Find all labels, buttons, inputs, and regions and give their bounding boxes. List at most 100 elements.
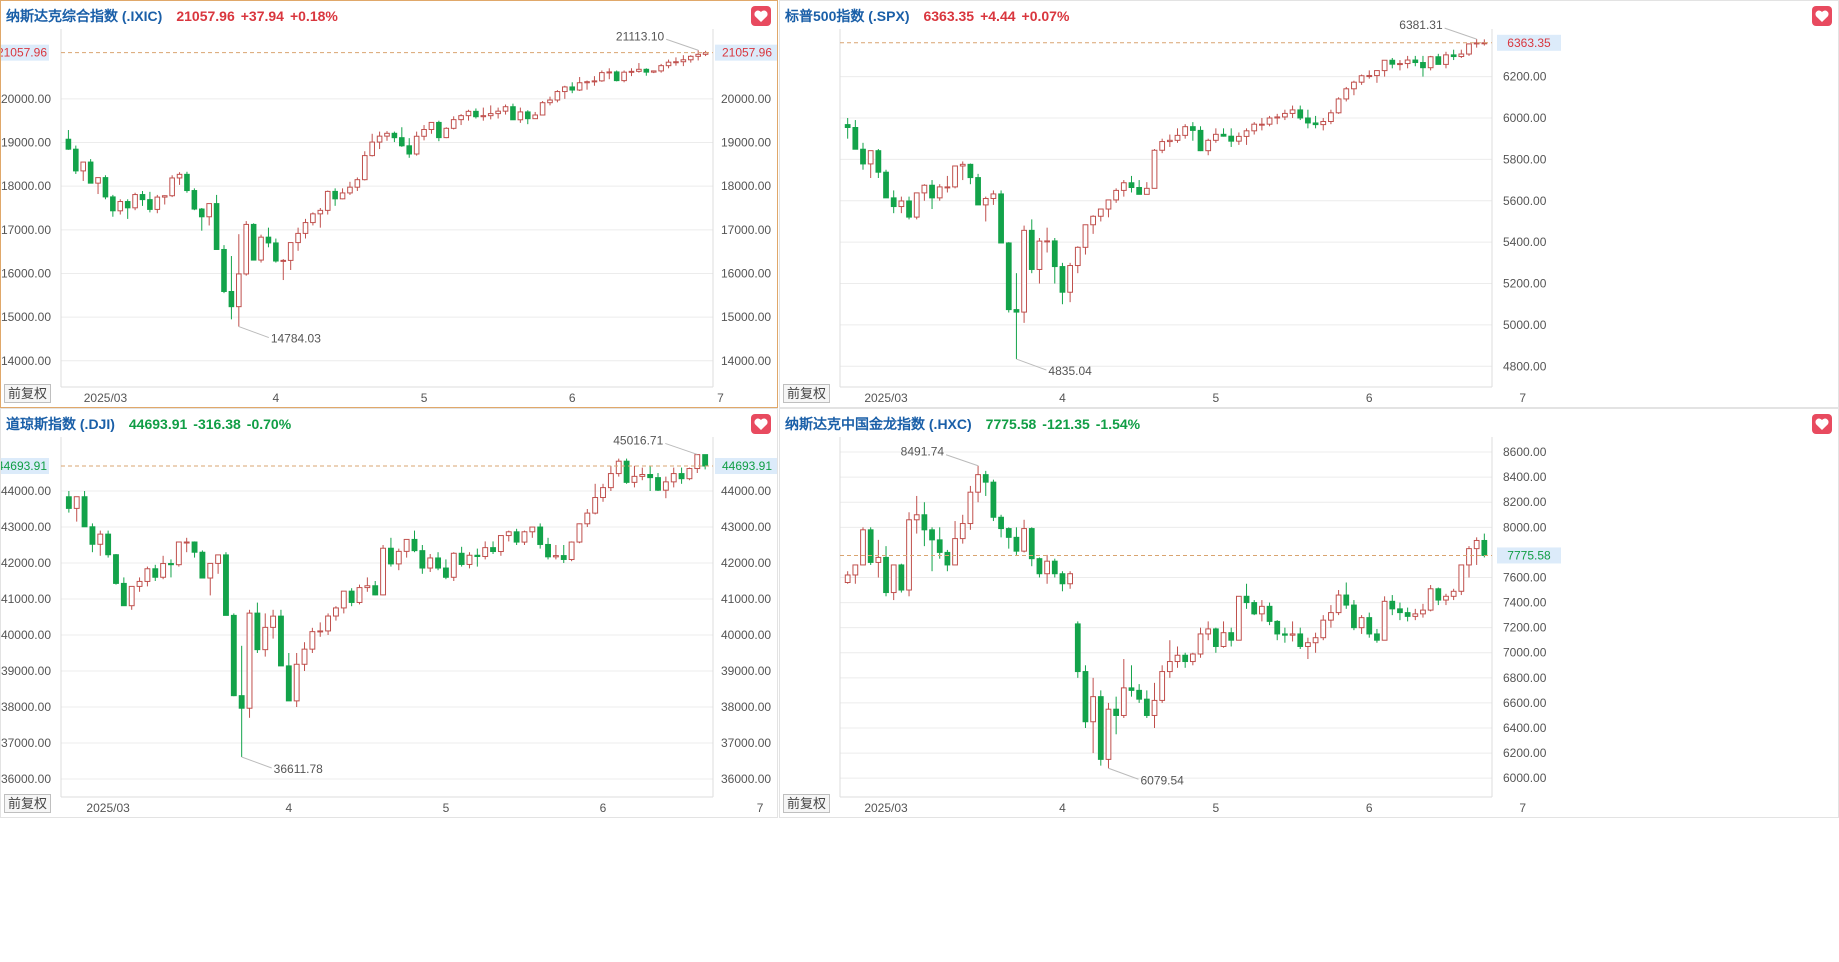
- candle: [524, 110, 531, 125]
- candle: [113, 554, 119, 585]
- candle-body: [1312, 122, 1319, 126]
- candle-body: [510, 106, 516, 121]
- candlestick-chart[interactable]: 6200.00 6000.00 5800.00 5600.00 5400.00 5200.…: [780, 1, 1838, 407]
- candle: [198, 208, 205, 231]
- spx-panel[interactable]: 标普500指数 (.SPX) 6363.35 +4.44 +0.07% 6200.00…: [779, 0, 1839, 408]
- candle: [1466, 546, 1472, 578]
- candle-body: [967, 491, 974, 525]
- candle-body: [1036, 240, 1043, 270]
- candle: [1435, 53, 1442, 65]
- candle-body: [139, 194, 146, 201]
- candle-body: [87, 161, 94, 184]
- favorite-button[interactable]: [1812, 6, 1832, 26]
- candle: [1282, 109, 1288, 121]
- candle-body: [1013, 309, 1020, 313]
- candle-body: [576, 82, 583, 91]
- candle: [1251, 600, 1258, 616]
- adjust-mode-button[interactable]: 前复权: [783, 794, 831, 813]
- candle-body: [1128, 687, 1135, 691]
- candle: [302, 218, 309, 239]
- candle-body: [354, 179, 361, 188]
- adjust-mode-button[interactable]: 前复权: [4, 384, 52, 403]
- candle-body: [591, 80, 598, 83]
- x-tick-label: 4: [1059, 391, 1066, 405]
- candle: [80, 161, 87, 181]
- panel-header: 标普500指数 (.SPX) 6363.35 +4.44 +0.07%: [785, 5, 1069, 27]
- candle-body: [81, 496, 88, 528]
- hxc-panel[interactable]: 纳斯达克中国金龙指数 (.HXC) 7775.58 -121.35 -1.54% 86…: [779, 408, 1839, 818]
- index-name[interactable]: 标普500指数 (.SPX): [785, 8, 910, 24]
- candle: [650, 70, 657, 74]
- index-percent: -1.54%: [1095, 416, 1141, 432]
- y-tick-label: 14000.00: [721, 354, 771, 368]
- y-tick-label: 40000.00: [721, 628, 771, 642]
- index-name[interactable]: 纳斯达克中国金龙指数 (.HXC): [785, 416, 972, 432]
- favorite-button[interactable]: [751, 6, 771, 26]
- index-change: +4.44: [980, 8, 1016, 24]
- candle-body: [384, 132, 390, 137]
- candle: [1443, 593, 1449, 606]
- candle-body: [1312, 637, 1319, 644]
- index-name[interactable]: 道琼斯指数 (.DJI): [6, 416, 115, 432]
- candle: [236, 234, 242, 327]
- candle: [702, 454, 709, 470]
- candle-body: [1097, 208, 1104, 217]
- candlestick-chart[interactable]: 20000.00 20000.00 19000.00 19000.00 18000.00…: [1, 1, 777, 407]
- candle: [1090, 677, 1097, 754]
- favorite-button[interactable]: [1812, 414, 1832, 434]
- candle: [867, 527, 874, 565]
- candle: [959, 514, 966, 544]
- candle-body: [998, 516, 1004, 530]
- adjust-mode-button[interactable]: 前复权: [4, 794, 52, 813]
- candle-body: [944, 551, 951, 566]
- candle: [521, 530, 528, 545]
- candle-body: [427, 557, 434, 569]
- candle-body: [230, 614, 237, 697]
- candle: [1028, 527, 1035, 567]
- candle-body: [340, 590, 347, 609]
- candle: [183, 537, 190, 553]
- candle-body: [1282, 112, 1288, 118]
- candle-body: [613, 71, 620, 82]
- candle: [998, 514, 1004, 538]
- candle-body: [364, 585, 371, 589]
- index-name[interactable]: 纳斯达克综合指数 (.IXIC): [6, 8, 163, 24]
- left-price-tag: 44693.91: [1, 459, 47, 473]
- candle: [860, 527, 866, 566]
- candle-body: [474, 554, 481, 557]
- dji-panel[interactable]: 道琼斯指数 (.DJI) 44693.91 -316.38 -0.70% 44000.…: [0, 408, 778, 818]
- panel-header: 纳斯达克综合指数 (.IXIC) 21057.96 +37.94 +0.18%: [6, 5, 338, 27]
- adjust-mode-button[interactable]: 前复权: [783, 384, 831, 403]
- min-label: 36611.78: [274, 762, 323, 776]
- candle-body: [450, 119, 457, 129]
- favorite-button[interactable]: [751, 414, 771, 434]
- candle: [391, 131, 398, 143]
- ixic-panel[interactable]: 纳斯达克综合指数 (.IXIC) 21057.96 +37.94 +0.18% 200…: [0, 0, 778, 408]
- index-percent: +0.18%: [289, 8, 338, 24]
- index-price: 44693.91: [128, 416, 188, 432]
- candle: [852, 564, 859, 584]
- candle: [450, 116, 457, 130]
- candlestick-chart[interactable]: 8600.00 8400.00 8200.00 8000.00 7600.00 7400.…: [780, 409, 1838, 817]
- candle: [473, 108, 479, 119]
- candle: [1381, 59, 1388, 77]
- candle: [1328, 109, 1334, 125]
- candle-body: [607, 473, 614, 489]
- candle-body: [1174, 134, 1181, 141]
- candle: [694, 454, 701, 473]
- candlestick-chart[interactable]: 44000.00 44000.00 43000.00 43000.00 42000.00…: [1, 409, 777, 817]
- candle: [906, 196, 912, 220]
- candle-body: [1297, 109, 1304, 119]
- candle: [1174, 646, 1181, 668]
- candle-body: [466, 554, 473, 565]
- candle-body: [183, 541, 190, 544]
- candle: [687, 55, 694, 63]
- candle-body: [898, 564, 905, 591]
- candle: [1136, 180, 1143, 195]
- candle: [883, 546, 889, 597]
- candle: [1420, 55, 1426, 77]
- heart-icon: [1815, 10, 1829, 22]
- candle: [643, 68, 650, 76]
- candle: [487, 105, 494, 120]
- candle: [1274, 113, 1281, 125]
